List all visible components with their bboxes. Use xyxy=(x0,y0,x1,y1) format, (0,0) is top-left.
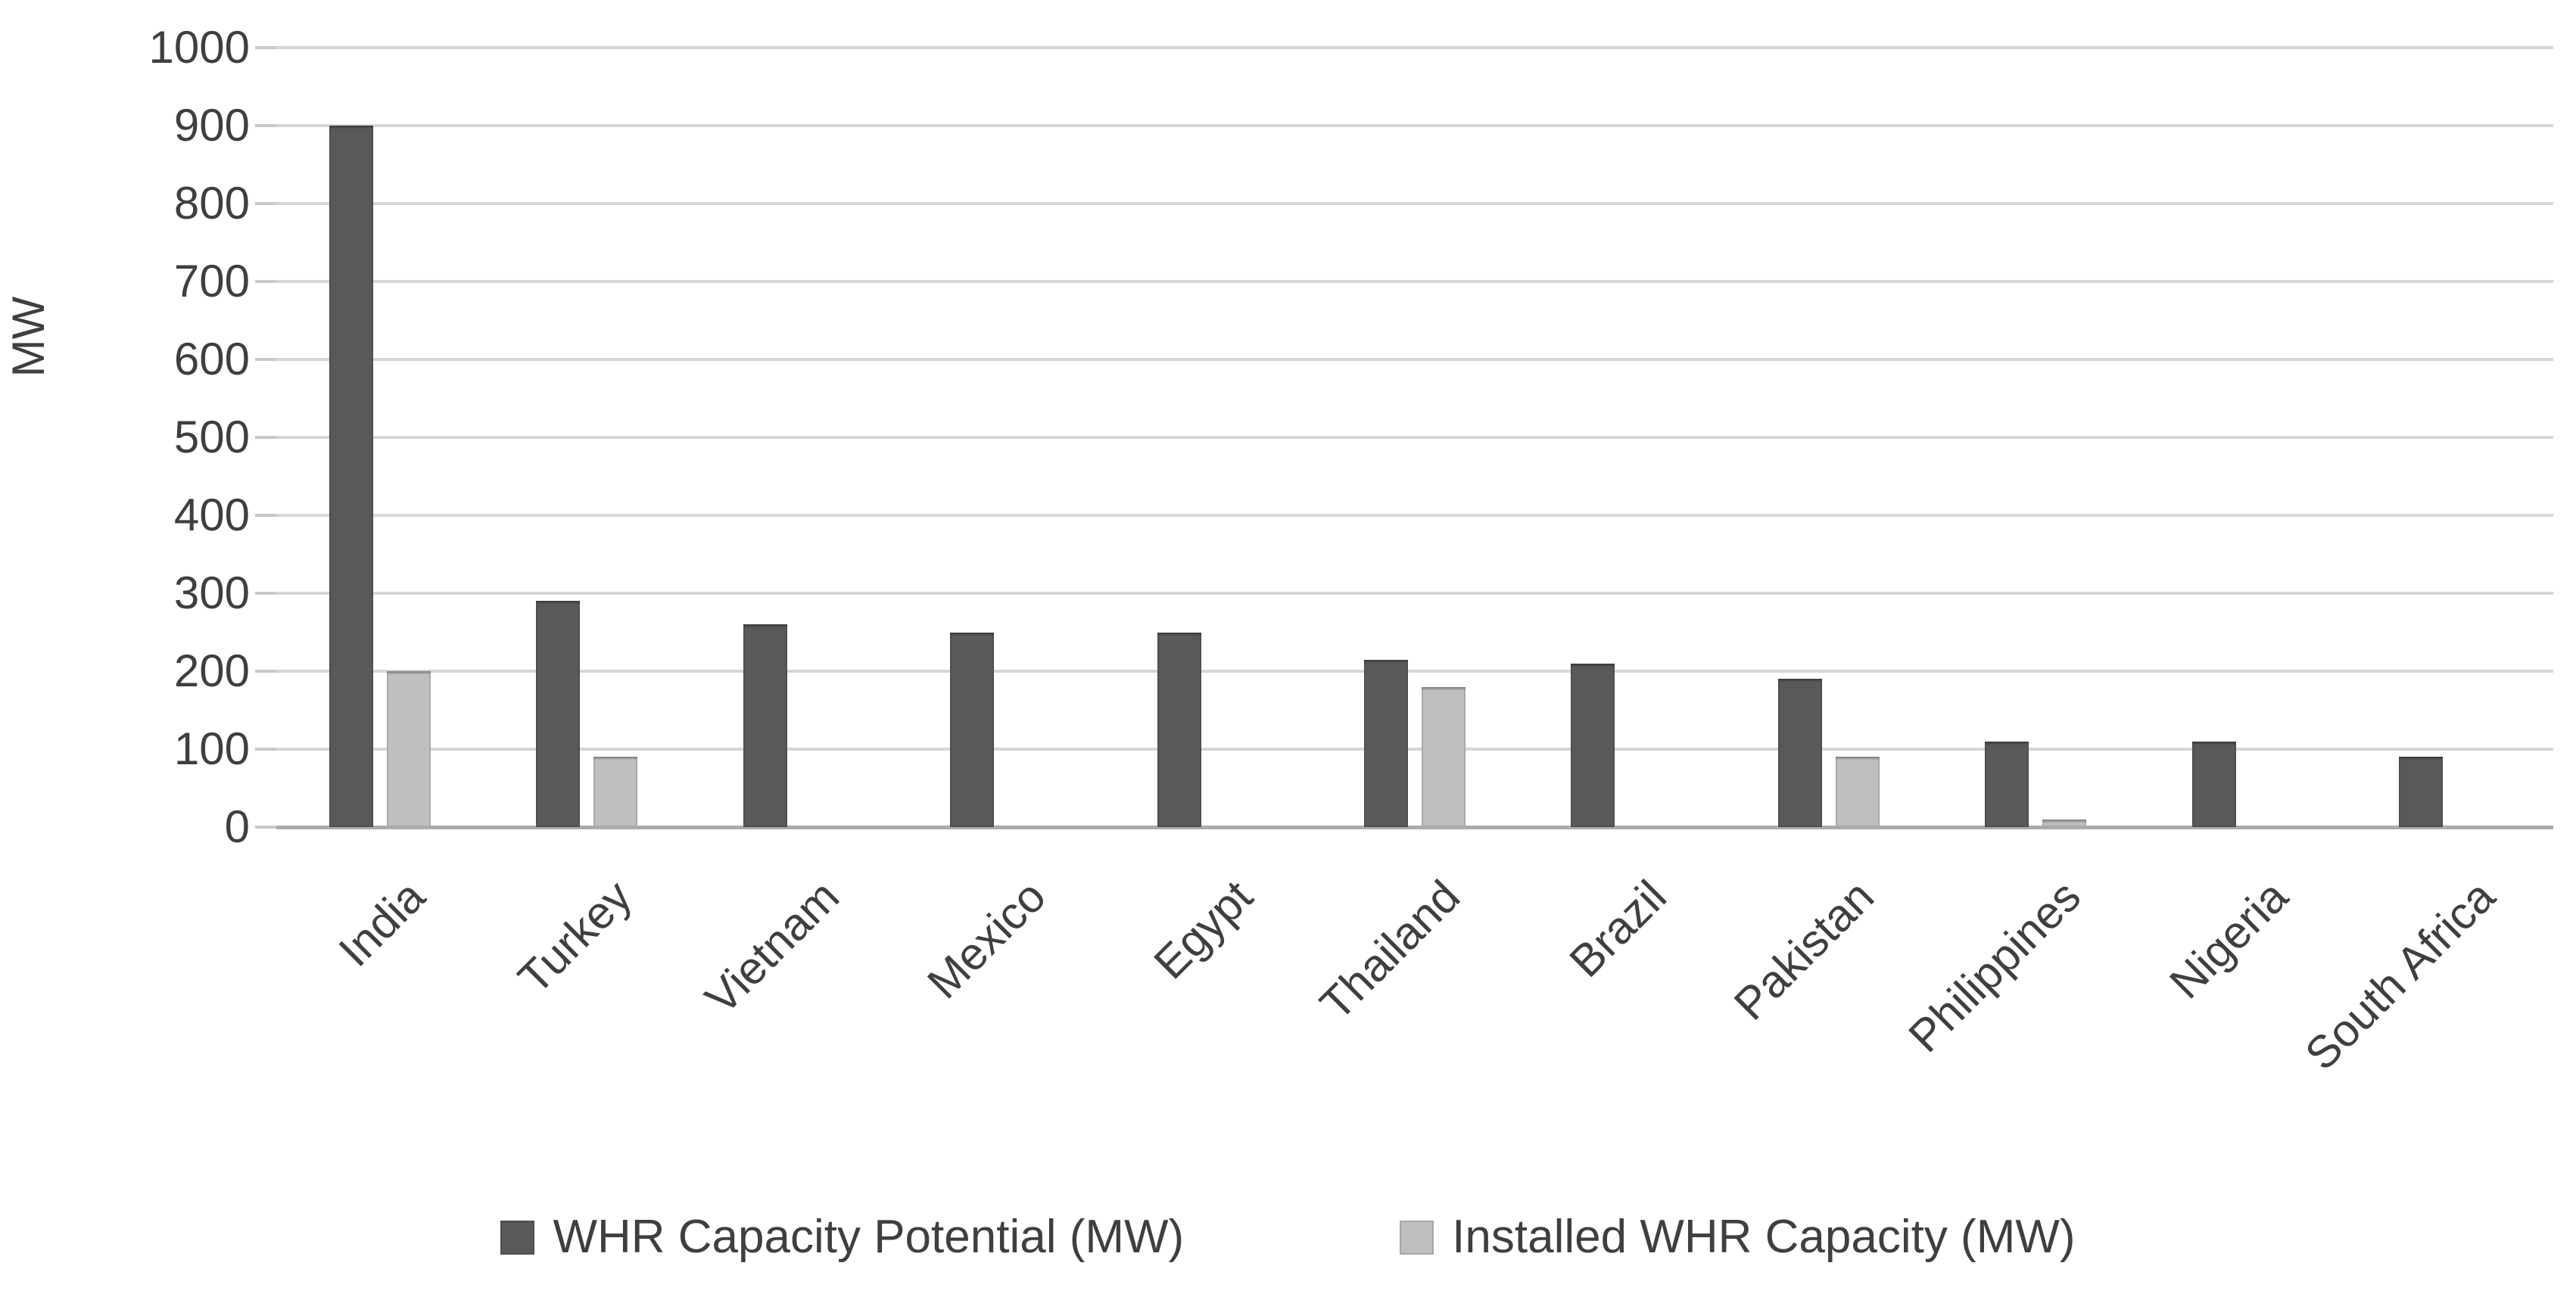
y-tick-label: 700 xyxy=(173,256,250,306)
y-axis-tick xyxy=(255,436,276,439)
y-axis-tick xyxy=(255,670,276,673)
y-tick-label: 200 xyxy=(173,645,250,696)
gridline xyxy=(276,358,2553,361)
x-axis-line xyxy=(276,825,2553,829)
y-axis-tick xyxy=(255,280,276,283)
y-axis-tick xyxy=(255,358,276,361)
y-tick-label: 0 xyxy=(224,801,250,852)
bar-thailand-installed xyxy=(1422,686,1466,827)
bar-thailand-potential xyxy=(1364,659,1408,827)
gridline xyxy=(276,124,2553,127)
bar-india-potential xyxy=(329,126,373,827)
y-tick-label: 400 xyxy=(173,490,250,540)
x-tick-label-nigeria: Nigeria xyxy=(2160,870,2297,1009)
bar-brazil-potential xyxy=(1571,663,1615,827)
y-axis-tick xyxy=(255,124,276,127)
x-tick-label-thailand: Thailand xyxy=(1310,870,1469,1030)
x-tick-label-mexico: Mexico xyxy=(917,870,1056,1009)
x-tick-label-vietnam: Vietnam xyxy=(695,870,849,1024)
y-tick-label: 500 xyxy=(173,412,250,462)
y-tick-label: 600 xyxy=(173,334,250,384)
x-tick-label-turkey: Turkey xyxy=(508,870,642,1004)
legend-marker-icon xyxy=(1400,1220,1434,1255)
bar-philippines-installed xyxy=(2042,819,2087,827)
bar-vietnam-potential xyxy=(743,624,787,827)
bar-pakistan-installed xyxy=(1835,757,1880,827)
y-axis-tick xyxy=(255,514,276,517)
y-axis-title: MW xyxy=(3,296,54,378)
x-tick-label-pakistan: Pakistan xyxy=(1724,870,1883,1030)
gridline xyxy=(276,280,2553,283)
gridline xyxy=(276,436,2553,439)
bar-philippines-potential xyxy=(1985,741,2029,827)
legend-marker-icon xyxy=(500,1220,535,1255)
y-axis-tick xyxy=(255,592,276,595)
legend-label: WHR Capacity Potential (MW) xyxy=(553,1211,1185,1263)
bar-egypt-potential xyxy=(1157,632,1201,827)
gridline xyxy=(276,46,2553,49)
x-tick-label-india: India xyxy=(329,870,435,976)
gridline xyxy=(276,670,2553,673)
gridline xyxy=(276,202,2553,205)
x-tick-label-egypt: Egypt xyxy=(1144,870,1263,989)
legend-item-potential: WHR Capacity Potential (MW) xyxy=(500,1209,1184,1265)
legend-item-installed: Installed WHR Capacity (MW) xyxy=(1400,1209,2076,1265)
x-tick-label-south-africa: South Africa xyxy=(2295,870,2505,1080)
y-tick-label: 100 xyxy=(173,723,250,774)
y-tick-label: 800 xyxy=(173,178,250,229)
legend: WHR Capacity Potential (MW) Installed WHR… xyxy=(0,1199,2576,1275)
y-tick-label: 300 xyxy=(173,568,250,618)
bar-turkey-installed xyxy=(593,757,638,827)
gridline xyxy=(276,592,2553,595)
y-axis-tick xyxy=(255,826,276,829)
bar-south-africa-potential xyxy=(2399,757,2444,827)
bar-india-installed xyxy=(386,671,431,827)
bar-mexico-potential xyxy=(950,632,995,827)
bar-pakistan-potential xyxy=(1777,679,1822,827)
y-tick-label: 900 xyxy=(173,100,250,151)
bar-nigeria-potential xyxy=(2191,741,2236,827)
bar-turkey-potential xyxy=(536,601,581,827)
gridline xyxy=(276,748,2553,751)
y-axis-tick xyxy=(255,748,276,751)
legend-label: Installed WHR Capacity (MW) xyxy=(1452,1211,2076,1263)
x-tick-label-philippines: Philippines xyxy=(1899,870,2091,1062)
x-tick-label-brazil: Brazil xyxy=(1559,870,1677,988)
gridline xyxy=(276,514,2553,517)
y-axis-tick xyxy=(255,46,276,49)
y-tick-label: 1000 xyxy=(148,22,250,73)
y-axis-tick xyxy=(255,202,276,205)
